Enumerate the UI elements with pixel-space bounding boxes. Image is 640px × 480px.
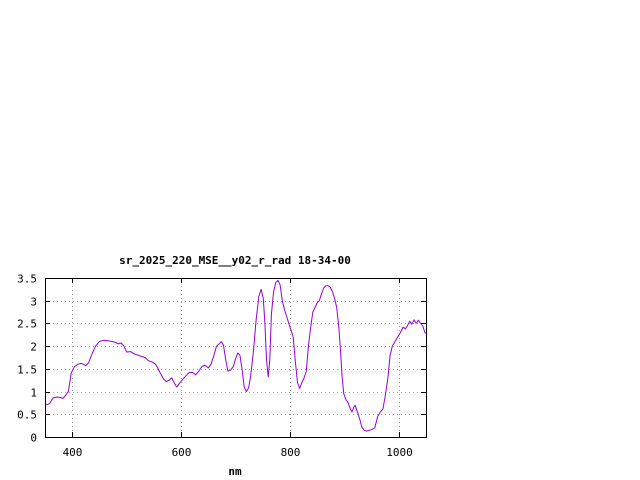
x-tick-label: 1000 [386,446,413,459]
y-tick-label: 1 [30,387,37,400]
chart-title: sr_2025_220_MSE__y02_r_rad 18-34-00 [119,254,351,267]
y-tick-label: 1.5 [17,364,37,377]
y-tick-label: 0.5 [17,409,37,422]
y-tick-label: 2.5 [17,318,37,331]
x-tick-label: 400 [63,446,83,459]
y-tick-label: 3 [30,296,37,309]
grid-lines [45,278,426,437]
axis-ticks [45,278,426,438]
x-axis-label: nm [228,465,242,478]
spectrum-line [44,279,427,432]
x-tick-label: 600 [172,446,192,459]
y-tick-label: 2 [30,341,37,354]
y-tick-label: 0 [30,432,37,445]
plot-frame [45,278,427,438]
x-tick-labels: 400 600 800 1000 [63,446,413,459]
y-tick-labels: 0 0.5 1 1.5 2 2.5 3 3.5 [17,273,37,445]
series-layer [44,279,427,432]
y-tick-label: 3.5 [17,273,37,286]
x-tick-label: 800 [281,446,301,459]
